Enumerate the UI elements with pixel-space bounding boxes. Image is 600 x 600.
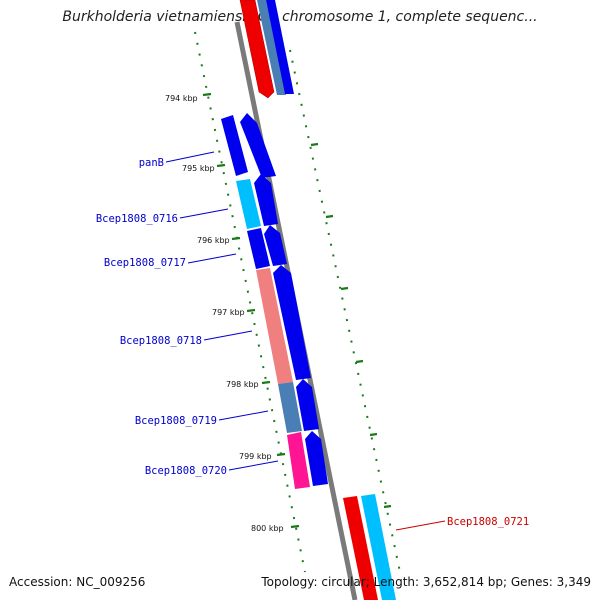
tick-label: 798 kbp	[226, 380, 259, 389]
gene-leader-lines	[165, 151, 446, 531]
gene-label-bcep1808-0716[interactable]: Bcep1808_0716	[96, 213, 178, 225]
cds-feature-top-red[interactable]	[239, 0, 275, 99]
gene-label-bcep1808-0721[interactable]: Bcep1808_0721	[447, 516, 529, 528]
top-features[interactable]	[239, 0, 294, 99]
gene-label-bcep1808-0720[interactable]: Bcep1808_0720	[145, 465, 227, 477]
cds-bcep1808-0720[interactable]	[287, 432, 310, 489]
ruler-labels: 794 kbp 795 kbp 796 kbp 797 kbp 798 kbp …	[165, 94, 284, 533]
gene-label-bcep1808-0718[interactable]: Bcep1808_0718	[120, 335, 202, 347]
genome-summary-text: Topology: circular; Length: 3,652,814 bp…	[261, 575, 591, 589]
tick-label: 795 kbp	[182, 164, 215, 173]
gene-label-panB[interactable]: panB	[139, 157, 164, 169]
tick-track-left	[194, 31, 306, 573]
major-ticks-right	[310, 142, 392, 509]
tick-label: 796 kbp	[197, 236, 230, 245]
map-title: Burkholderia vietnamiensis G4 chromosome…	[62, 9, 538, 25]
gene-label-bcep1808-0717[interactable]: Bcep1808_0717	[104, 257, 186, 269]
bottom-features[interactable]	[343, 494, 396, 600]
cds-bcep1808-0717[interactable]	[247, 228, 270, 269]
major-ticks-left	[202, 92, 300, 529]
cds-panB[interactable]	[221, 115, 248, 176]
cds-feature-r5[interactable]	[296, 379, 319, 431]
tick-track-right	[289, 49, 401, 573]
features-left[interactable]	[221, 115, 310, 489]
cds-feature-r1[interactable]	[240, 113, 276, 178]
cds-feature-r3[interactable]	[264, 225, 287, 266]
tick-label: 797 kbp	[212, 308, 245, 317]
cds-bcep1808-0718[interactable]	[256, 268, 293, 384]
tick-label: 794 kbp	[165, 94, 198, 103]
accession-text: Accession: NC_009256	[9, 575, 146, 589]
gene-labels[interactable]: panB Bcep1808_0716 Bcep1808_0717 Bcep180…	[96, 157, 529, 528]
cds-feature-top-steel[interactable]	[257, 0, 286, 95]
tick-label: 799 kbp	[239, 452, 272, 461]
cds-bcep1808-0719[interactable]	[278, 382, 302, 433]
cds-feature-r4[interactable]	[273, 265, 311, 380]
cds-feature-r2[interactable]	[254, 174, 278, 226]
cds-feature-bottom-lightblue[interactable]	[361, 494, 396, 600]
cds-bcep1808-0721[interactable]	[343, 496, 378, 600]
gene-label-bcep1808-0719[interactable]: Bcep1808_0719	[135, 415, 217, 427]
cds-feature-top-blue[interactable]	[266, 0, 294, 94]
tick-label: 800 kbp	[251, 524, 284, 533]
cds-feature-r6[interactable]	[305, 431, 328, 486]
cds-bcep1808-0716[interactable]	[236, 179, 261, 229]
features-right[interactable]	[240, 113, 328, 486]
